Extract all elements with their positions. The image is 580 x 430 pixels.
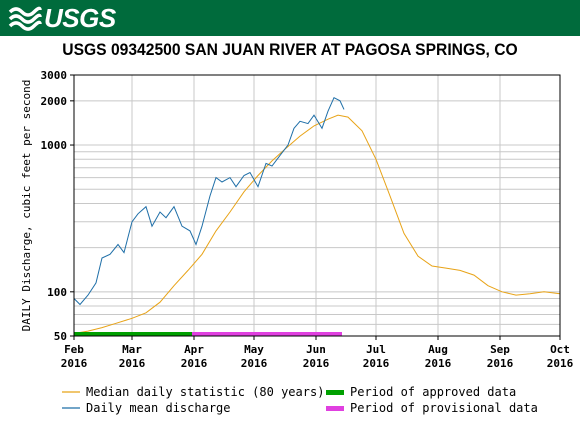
legend-label: Period of provisional data [350,401,538,415]
y-tick-label: 3000 [41,69,68,82]
x-tick-label-year: 2016 [363,357,390,370]
chart-title: USGS 09342500 SAN JUAN RIVER AT PAGOSA S… [62,40,518,59]
x-tick-label-year: 2016 [425,357,452,370]
plot-border [73,74,561,337]
y-axis-label: DAILY Discharge, cubic feet per second [20,80,33,332]
usgs-logo-text: USGS [44,2,116,33]
y-tick-label: 2000 [41,95,68,108]
x-tick-label-month: Apr [184,343,204,356]
x-tick-label-year: 2016 [547,357,574,370]
x-tick-label-year: 2016 [61,357,88,370]
x-tick-label-month: Aug [428,343,448,356]
gridlines [73,74,561,336]
y-tick-label: 1000 [41,139,68,152]
legend-label: Daily mean discharge [86,401,231,415]
x-tick-label-month: Oct [550,343,570,356]
x-tick-label-month: Jul [366,343,386,356]
usgs-wave-logo-icon [8,6,42,31]
y-tick-label: 50 [54,330,67,343]
legend: Median daily statistic (80 years) Daily m… [62,385,538,415]
x-tick-label-year: 2016 [181,357,208,370]
x-tick-label-year: 2016 [303,357,330,370]
x-tick-label-month: Jun [306,343,326,356]
x-tick-label-month: Mar [122,343,142,356]
x-tick-label-year: 2016 [119,357,146,370]
legend-label: Period of approved data [350,385,516,399]
provisional-period-bar [192,332,342,336]
x-tick-label-year: 2016 [241,357,268,370]
usgs-logo: USGS [8,2,116,33]
legend-label: Median daily statistic (80 years) [86,385,324,399]
legend-swatch [326,406,344,411]
x-tick-label-month: May [244,343,264,356]
legend-swatch [326,390,344,395]
x-tick-label-month: Feb [64,343,84,356]
y-tick-label: 100 [47,286,67,299]
plot-area [74,75,560,336]
x-tick-label-year: 2016 [487,357,514,370]
approved-period-bar [74,332,192,336]
x-tick-label-month: Sep [490,343,510,356]
median-series-line [73,114,561,334]
daily-mean-series-line [73,97,345,306]
usgs-banner: USGS [0,0,580,36]
